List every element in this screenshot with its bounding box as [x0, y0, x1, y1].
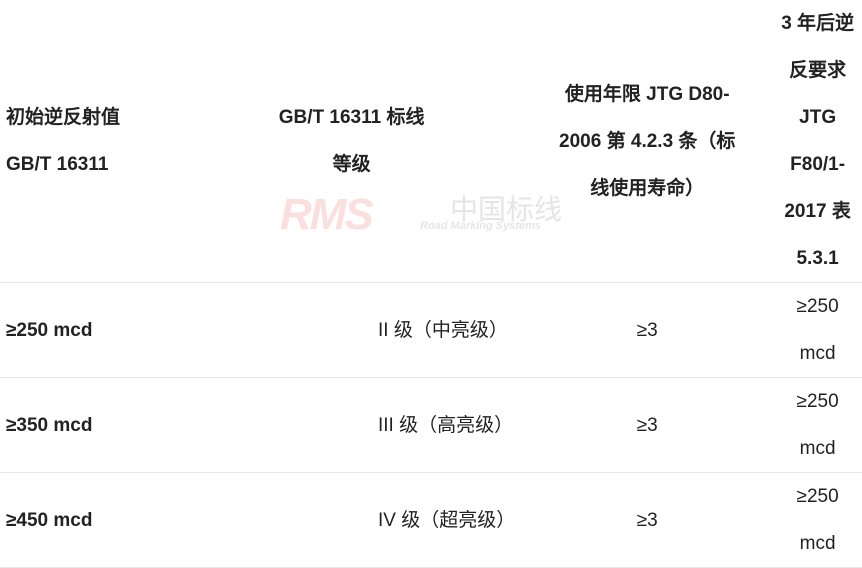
header-line: GB/T 16311 标线: [278, 107, 425, 128]
cell: ≥3: [521, 282, 774, 378]
header-line: GB/T 16311: [6, 154, 109, 175]
header-line: 2006 第 4.2.3 条（标: [559, 130, 736, 152]
cell: ≥350 mcd: [0, 377, 182, 473]
header-service-life: 使用年限 JTG D80- 2006 第 4.2.3 条（标 线使用寿命）: [521, 0, 774, 283]
header-line: 3 年后逆反要求 JTG: [781, 13, 855, 128]
header-grade: GB/T 16311 标线 等级: [182, 0, 522, 283]
cell: ≥3: [521, 472, 774, 568]
header-line: 使用年限 JTG D80-: [564, 83, 730, 105]
header-3yr-requirement: 3 年后逆反要求 JTG F80/1-2017 表 5.3.1: [773, 0, 862, 283]
cell: IV 级（超亮级）: [182, 472, 522, 568]
header-line: 等级: [332, 154, 371, 175]
cell: ≥3: [521, 377, 774, 473]
cell: ≥250 mcd: [0, 282, 182, 378]
header-line: 线使用寿命）: [590, 177, 705, 199]
header-initial-retroreflection: 初始逆反射值 GB/T 16311: [0, 0, 182, 283]
cell: ≥250 mcd: [773, 377, 862, 473]
table-row: ≥350 mcd III 级（高亮级） ≥3 ≥250 mcd: [0, 377, 862, 473]
header-row: 初始逆反射值 GB/T 16311 GB/T 16311 标线 等级 使用年限 JT…: [0, 0, 862, 283]
table-row: ≥450 mcd IV 级（超亮级） ≥3 ≥250 mcd: [0, 472, 862, 568]
cell: ≥450 mcd: [0, 472, 182, 568]
header-line: F80/1-2017 表 5.3.1: [784, 154, 851, 269]
cell: ≥250 mcd: [773, 282, 862, 378]
cell: II 级（中亮级）: [182, 282, 522, 378]
cell: III 级（高亮级）: [182, 377, 522, 473]
table-row: ≥250 mcd II 级（中亮级） ≥3 ≥250 mcd: [0, 282, 862, 378]
header-line: 初始逆反射值: [6, 107, 121, 128]
cell: ≥250 mcd: [773, 472, 862, 568]
